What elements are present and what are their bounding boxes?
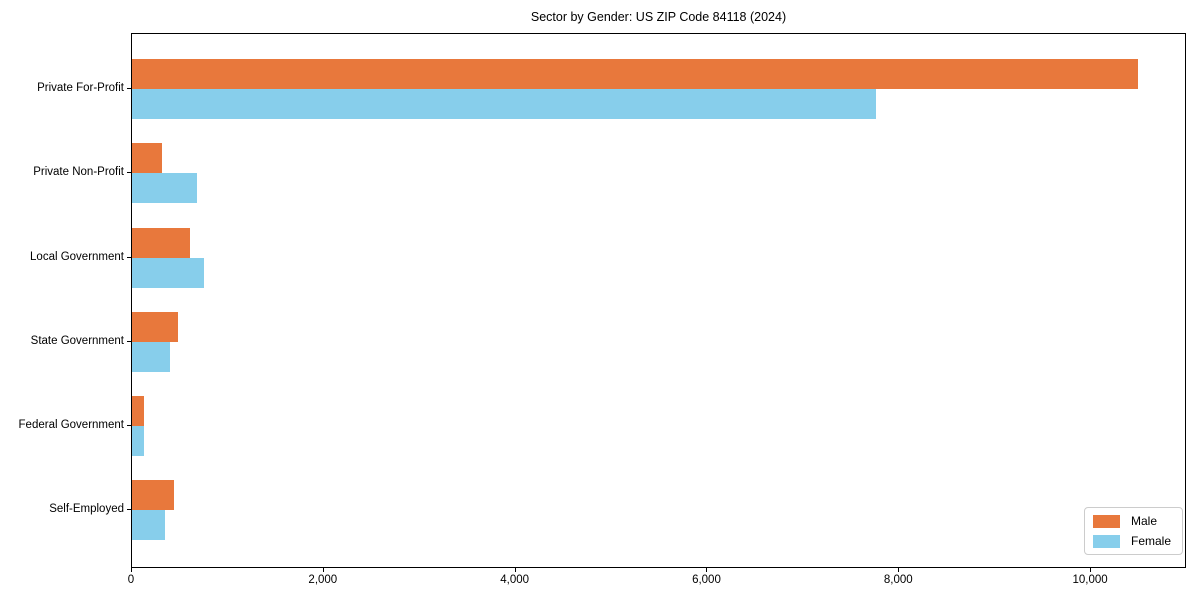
- x-tick-mark: [898, 568, 900, 572]
- y-tick-mark: [127, 509, 131, 511]
- bar-male-federal-government: [132, 396, 144, 426]
- legend-swatch-male: [1092, 514, 1120, 528]
- x-tick-label-0: 0: [127, 574, 135, 586]
- bar-male-self-employed: [132, 480, 175, 511]
- legend-item-female: Female: [1092, 534, 1171, 548]
- bar-female-state-government: [132, 341, 171, 372]
- y-tick-mark: [127, 425, 131, 426]
- chart-title: Sector by Gender: US ZIP Code 84118 (202…: [530, 10, 787, 24]
- y-tick-mark: [127, 88, 131, 89]
- legend: Male Female: [1083, 507, 1183, 555]
- y-tick-mark: [127, 172, 131, 174]
- x-tick-label-8000: 8,000: [883, 574, 913, 586]
- x-tick-label-4000: 4,000: [500, 574, 530, 586]
- legend-label-female: Female: [1130, 534, 1171, 548]
- legend-label-male: Male: [1130, 514, 1157, 528]
- bar-female-self-employed: [132, 510, 165, 541]
- y-tick-label-local-government: Local Government: [30, 250, 124, 263]
- bar-male-state-government: [132, 311, 179, 342]
- bar-male-private-for-profit: [132, 59, 1139, 89]
- x-tick-label-6000: 6,000: [692, 574, 721, 586]
- x-tick-label-2000: 2,000: [308, 574, 338, 586]
- x-tick-mark: [514, 568, 516, 572]
- bar-female-private-for-profit: [132, 89, 877, 119]
- y-tick-label-private-non-profit: Private Non-Profit: [33, 166, 124, 179]
- y-tick-mark: [127, 340, 131, 342]
- x-tick-mark: [322, 568, 324, 572]
- bar-female-private-non-profit: [132, 173, 198, 204]
- bar-male-local-government: [132, 227, 190, 258]
- bar-male-private-non-profit: [132, 143, 162, 174]
- y-tick-label-state-government: State Government: [30, 334, 124, 347]
- plot-area: Male Female: [131, 33, 1186, 568]
- legend-swatch-female: [1092, 534, 1120, 548]
- x-tick-mark: [1090, 568, 1092, 572]
- bar-female-federal-government: [132, 426, 144, 456]
- y-tick-label-private-for-profit: Private For-Profit: [37, 82, 124, 94]
- y-tick-label-self-employed: Self-Employed: [49, 503, 124, 516]
- y-tick-label-federal-government: Federal Government: [18, 419, 124, 431]
- legend-item-male: Male: [1092, 514, 1171, 528]
- y-tick-mark: [127, 256, 131, 258]
- x-tick-label-10000: 10,000: [1072, 574, 1108, 586]
- x-tick-mark: [131, 568, 132, 572]
- x-tick-mark: [706, 568, 708, 572]
- bar-female-local-government: [132, 257, 205, 288]
